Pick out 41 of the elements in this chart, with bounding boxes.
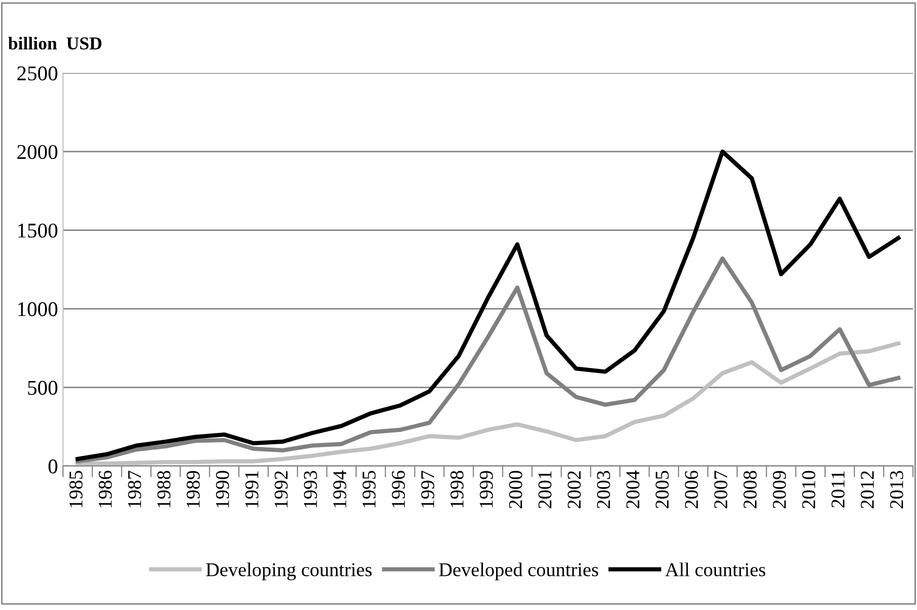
x-tick-label: 2001 bbox=[538, 471, 552, 508]
x-tick-label: 1987 bbox=[128, 470, 142, 508]
y-tick-label: 1500 bbox=[18, 224, 58, 238]
x-tick-label: 1993 bbox=[304, 470, 318, 508]
x-tick-label: 2006 bbox=[684, 470, 698, 508]
line-series bbox=[76, 150, 900, 462]
x-tick-label: 2005 bbox=[656, 470, 669, 508]
x-tick-label: 1986 bbox=[98, 470, 112, 508]
x-tick-label: 1988 bbox=[157, 470, 170, 508]
x-tick-label: 2009 bbox=[772, 470, 786, 508]
y-tick-label: 0 bbox=[48, 459, 58, 474]
x-tick-label: 1990 bbox=[216, 470, 230, 508]
x-tick-label: 2013 bbox=[890, 470, 904, 508]
x-tick-label: 2003 bbox=[596, 470, 610, 508]
line-series bbox=[76, 341, 900, 466]
x-tick-label: 1989 bbox=[186, 470, 200, 508]
x-tick-label: 1998 bbox=[450, 470, 464, 508]
x-tick-label: 2007 bbox=[714, 470, 728, 508]
x-tick-label: 2002 bbox=[568, 471, 581, 508]
x-tick-label: 2000 bbox=[509, 470, 522, 508]
x-tick-label: 1995 bbox=[362, 470, 376, 508]
x-tick-label: 2011 bbox=[831, 471, 845, 508]
y-tick-label: 1000 bbox=[18, 302, 58, 316]
y-tick-label: 2500 bbox=[17, 66, 58, 80]
legend-label: Developing countries bbox=[206, 562, 372, 580]
x-tick-label: 1996 bbox=[392, 470, 405, 508]
x-tick-label: 1994 bbox=[333, 470, 346, 508]
x-tick-label: 1985 bbox=[69, 470, 83, 508]
x-tick-label: 2010 bbox=[802, 470, 816, 508]
x-tick-label: 2012 bbox=[860, 471, 874, 508]
legend-label: Developed countries bbox=[439, 562, 598, 580]
x-tick-label: 2004 bbox=[626, 470, 640, 508]
x-tick-label: 1992 bbox=[274, 471, 288, 508]
x-tick-label: 1999 bbox=[480, 470, 493, 508]
y-tick-label: 2000 bbox=[17, 144, 58, 160]
x-tick-label: 1997 bbox=[421, 470, 434, 508]
x-tick-label: 1991 bbox=[245, 471, 258, 508]
legend-label: All countries bbox=[665, 562, 766, 576]
x-tick-label: 2008 bbox=[744, 470, 757, 508]
y-tick-label: 500 bbox=[28, 380, 58, 395]
y-axis-title: billion USD bbox=[8, 36, 102, 50]
